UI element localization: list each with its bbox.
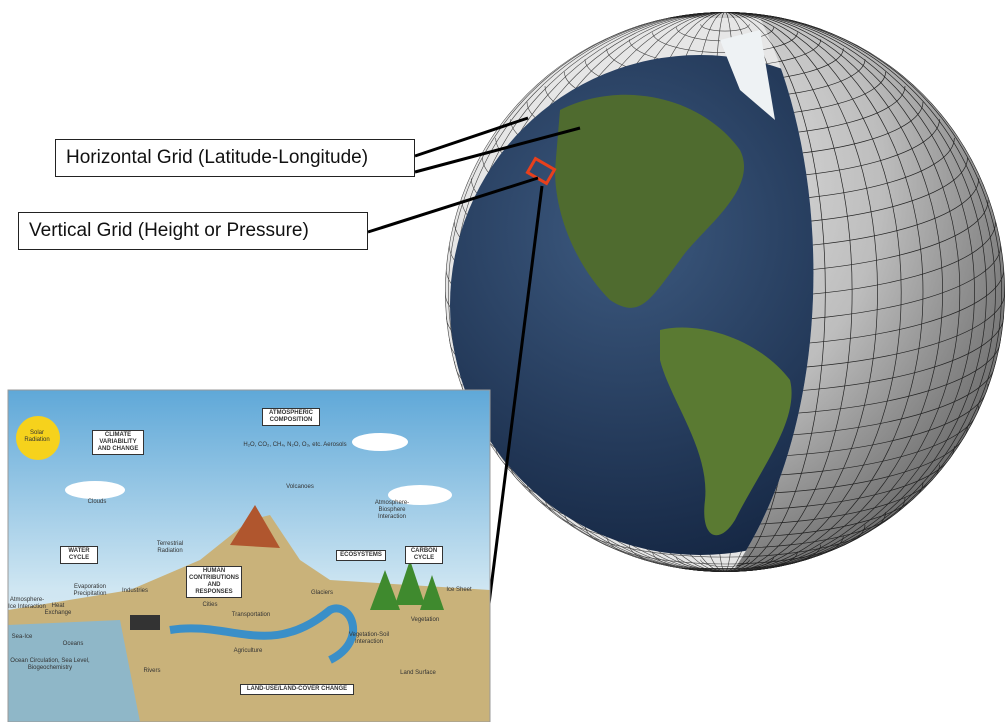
inset-label: Agriculture <box>233 648 263 654</box>
inset-label: Volcanoes <box>286 484 314 490</box>
grid-line <box>724 12 878 572</box>
inset-label: Ocean Circulation, Sea Level, Biogeochem… <box>10 658 90 671</box>
inset-label: Glaciers <box>310 590 333 596</box>
grid-line <box>724 12 826 572</box>
inset-label: WATER CYCLE <box>60 546 98 564</box>
vertical-grid-label: Vertical Grid (Height or Pressure) <box>18 212 368 250</box>
inset-label: CLIMATE VARIABILITY AND CHANGE <box>92 430 144 455</box>
grid-line <box>724 12 961 572</box>
inset-label: Oceans <box>62 641 84 647</box>
inset-label: Atmosphere-Ice Interaction <box>8 597 46 610</box>
inset-label: LAND-USE/LAND-COVER CHANGE <box>240 684 354 695</box>
river <box>169 604 357 664</box>
inset-label: Vegetation-Soil Interaction <box>348 632 390 645</box>
ocean <box>8 620 140 722</box>
inset-label: H₂O, CO₂, CH₄, N₂O, O₃, etc. Aerosols <box>243 442 347 448</box>
inset-label: Rivers <box>143 668 161 674</box>
inset-label: CARBON CYCLE <box>405 546 443 564</box>
grid-line <box>724 12 853 572</box>
north-america <box>555 94 745 308</box>
inset-label: Industries <box>121 588 148 594</box>
inset-label: Vegetation <box>410 617 440 623</box>
inset-label: ATMOSPHERIC COMPOSITION <box>262 408 320 426</box>
inset-label: Heat Exchange <box>44 603 72 616</box>
inset-label: Cities <box>202 602 218 608</box>
inset-label: Solar Radiation <box>24 430 50 443</box>
inset-label: Atmosphere-Biosphere Interaction <box>374 500 410 520</box>
trees <box>370 560 444 610</box>
grid-line <box>445 18 726 568</box>
grid-line <box>448 18 726 568</box>
grid-line <box>724 12 1002 572</box>
grid-line <box>724 12 924 572</box>
grid-line <box>724 12 943 572</box>
greenland <box>720 30 775 120</box>
inset-label: Evaporation Precipitation <box>73 584 107 597</box>
inset-label: HUMAN CONTRIBUTIONS AND RESPONSES <box>186 566 242 598</box>
south-america <box>660 327 792 536</box>
inset-label: ECOSYSTEMS <box>336 550 386 561</box>
inset-label: Sea-Ice <box>11 634 33 640</box>
sun <box>16 416 60 460</box>
factory <box>130 615 160 630</box>
grid-line <box>724 12 975 572</box>
inset-label: Terrestrial Radiation <box>156 541 184 554</box>
inset-label: Clouds <box>87 499 107 505</box>
inset-label: Transportation <box>231 612 271 618</box>
grid-line <box>724 12 902 572</box>
grid-line <box>700 24 750 32</box>
inset-frame <box>7 389 491 722</box>
volcano <box>230 505 280 548</box>
grid-line <box>724 12 996 572</box>
inset-label: Land Surface <box>400 670 436 676</box>
clouds <box>65 433 452 505</box>
horizontal-grid-label: Horizontal Grid (Latitude-Longitude) <box>55 139 415 177</box>
grid-line <box>724 12 987 572</box>
inset-label: Ice Sheet <box>446 587 472 593</box>
